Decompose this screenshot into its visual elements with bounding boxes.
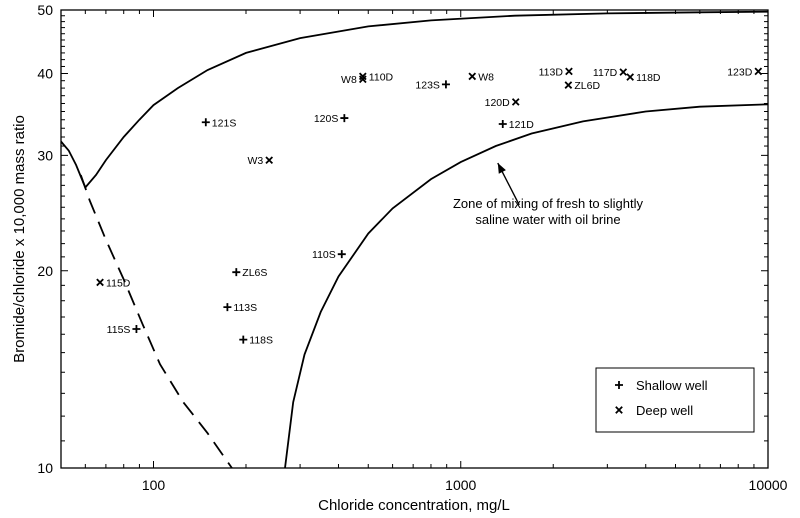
point-label: 121D <box>509 119 535 131</box>
legend-label-shallow: Shallow well <box>636 378 708 393</box>
y-axis-title: Bromide/chloride x 10,000 mass ratio <box>11 115 28 363</box>
x-marker <box>754 67 763 76</box>
point-label: 118S <box>249 335 273 347</box>
plus-marker <box>441 80 450 89</box>
legend-x-marker <box>615 406 623 414</box>
zone-annotation: Zone of mixing of fresh to slightly sali… <box>453 162 644 227</box>
plus-marker <box>201 118 210 127</box>
deep-well-point: 123D <box>727 66 763 78</box>
point-label: W3 <box>247 155 263 167</box>
x-marker <box>358 72 367 81</box>
annotation-arrow-head <box>497 163 506 174</box>
y-tick-label: 50 <box>37 2 53 18</box>
point-label: 120D <box>485 97 511 109</box>
deep-well-point: 117D <box>593 67 628 79</box>
shallow-well-point: 120S <box>314 113 349 125</box>
legend-plus-marker <box>615 381 623 389</box>
plus-marker <box>498 119 507 128</box>
data-points: 121S ZL6S 113S 118S 115S 110S 120S 123S 121D 115D… <box>96 66 763 347</box>
point-label: 115D <box>106 277 131 289</box>
plus-marker <box>132 324 141 333</box>
shallow-well-point: 121S <box>201 117 237 129</box>
plus-marker <box>337 250 346 259</box>
axis-ticks: 100 1000 10000 10 20 30 40 50 <box>37 2 787 493</box>
shallow-well-point: 110S <box>312 249 346 261</box>
point-label: 110D <box>369 71 394 83</box>
legend-label-deep: Deep well <box>636 403 693 418</box>
deep-well-point: 113D <box>539 66 573 78</box>
point-label: ZL6D <box>574 80 600 92</box>
plus-marker <box>239 335 248 344</box>
x-marker <box>511 98 520 106</box>
plus-marker <box>232 268 241 277</box>
point-label: 113S <box>233 302 257 314</box>
point-label: 123D <box>727 66 753 78</box>
deep-well-point: W3 <box>247 155 274 167</box>
shallow-well-point: 123S <box>415 79 450 91</box>
x-marker <box>565 67 573 76</box>
point-label: 115S <box>107 324 131 336</box>
deep-well-point: 120D <box>485 97 520 109</box>
deep-well-point: 110D <box>358 71 394 83</box>
x-tick-label: 10000 <box>749 477 788 493</box>
legend-box <box>595 367 755 433</box>
x-marker <box>468 72 477 81</box>
shallow-well-point: 115S <box>107 324 141 336</box>
x-axis-title: Chloride concentration, mg/L <box>318 497 510 514</box>
point-label: 118D <box>636 72 661 84</box>
x-tick-label: 100 <box>142 477 166 493</box>
plus-marker <box>223 303 232 312</box>
point-label: 117D <box>593 67 618 79</box>
x-marker <box>265 156 274 164</box>
shallow-well-point: 113S <box>223 302 257 314</box>
point-label: 120S <box>314 113 339 125</box>
x-marker <box>358 75 367 84</box>
point-label: ZL6S <box>242 267 267 279</box>
x-marker <box>564 81 573 89</box>
point-label: 110S <box>312 249 336 261</box>
point-label: 121S <box>212 117 237 129</box>
boundary-curves <box>60 10 769 469</box>
dashed-boundary-curve <box>79 174 233 469</box>
deep-well-point: 118D <box>626 72 661 84</box>
point-label: 113D <box>539 66 564 78</box>
deep-well-point: ZL6D <box>564 80 600 92</box>
y-tick-label: 20 <box>37 263 53 279</box>
shallow-well-point: 118S <box>239 335 273 347</box>
x-marker <box>626 73 635 81</box>
deep-well-point: W8 <box>341 74 367 86</box>
x-marker <box>619 68 628 76</box>
boundary-curve-2 <box>284 103 769 469</box>
y-tick-label: 10 <box>37 460 53 476</box>
x-tick-label: 1000 <box>445 477 476 493</box>
x-marker <box>96 278 104 287</box>
annotation-line-1: Zone of mixing of fresh to slightly <box>453 196 644 211</box>
point-label: 123S <box>415 79 440 91</box>
y-tick-label: 30 <box>37 147 53 163</box>
shallow-well-point: 121D <box>498 119 535 131</box>
deep-well-point: W8 <box>468 71 494 83</box>
point-label: W8 <box>478 71 494 83</box>
plus-marker <box>340 114 349 123</box>
annotation-line-2: saline water with oil brine <box>475 212 620 227</box>
deep-well-point: 115D <box>96 277 131 289</box>
y-tick-label: 40 <box>37 66 53 82</box>
shallow-well-point: ZL6S <box>232 267 267 279</box>
legend: Shallow well Deep well <box>595 367 755 433</box>
point-label: W8 <box>341 74 357 86</box>
